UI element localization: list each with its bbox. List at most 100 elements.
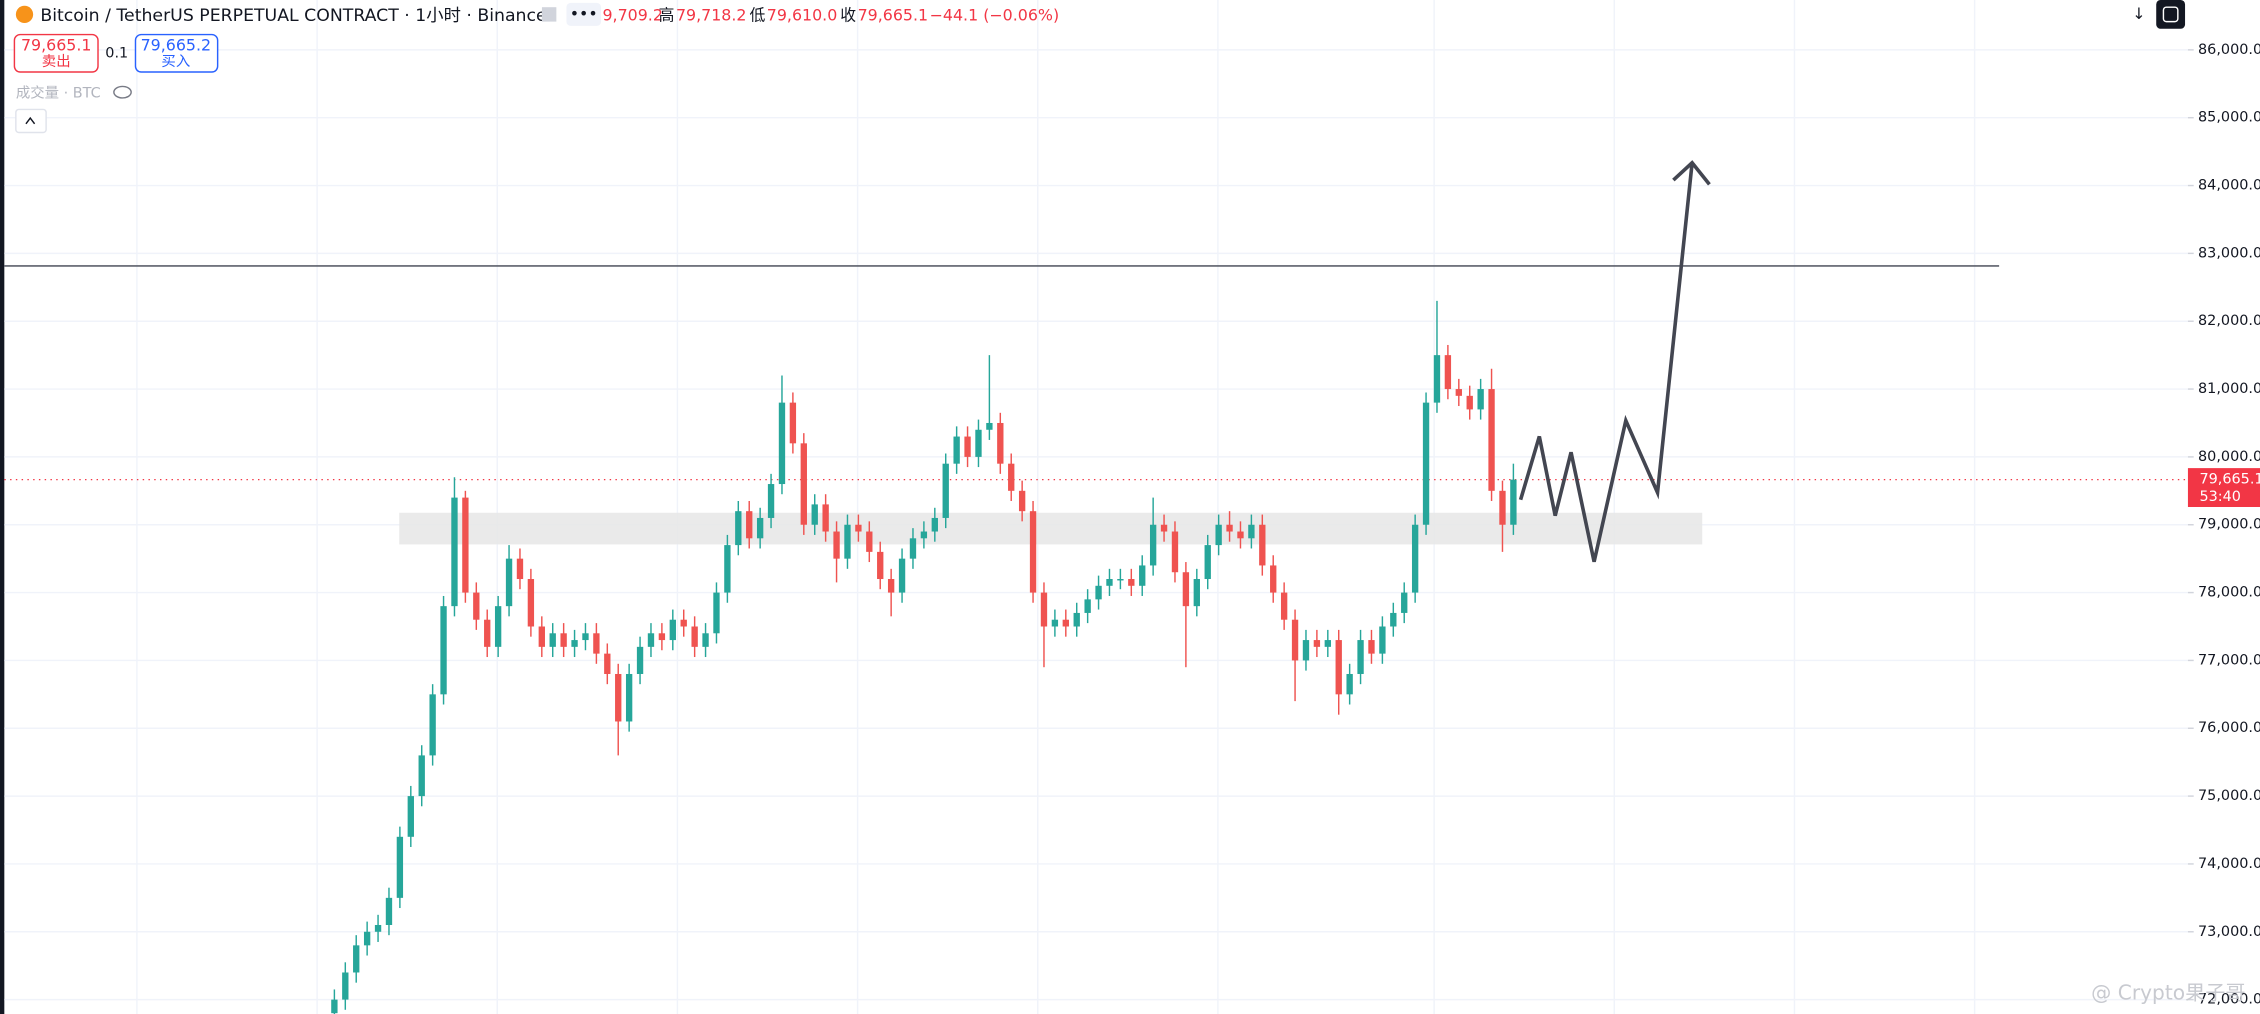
sell-button[interactable] (13, 33, 99, 73)
candle-body (342, 972, 349, 1000)
y-tick-label: 76,000.0 (2198, 720, 2260, 736)
quantity[interactable]: 0.1 (105, 45, 128, 61)
candle-body (877, 551, 884, 580)
y-tick-label: 83,000.0 (2198, 245, 2260, 261)
candle-body (571, 640, 578, 647)
candle-body (964, 436, 971, 457)
candle-body (527, 579, 535, 627)
candle-body (1040, 592, 1048, 627)
screen-icon[interactable] (2162, 6, 2179, 23)
buy-button[interactable] (134, 33, 219, 73)
candle-body (1368, 640, 1375, 654)
open-value: 9,709.2 (602, 5, 662, 24)
candle-body (636, 646, 644, 674)
candle-body (1029, 511, 1037, 593)
candle-body (1062, 619, 1069, 627)
candle-body (1204, 545, 1211, 580)
candle-body (1073, 612, 1080, 627)
candle-body (691, 626, 698, 647)
candle-body (1499, 490, 1506, 525)
candle-body (418, 755, 425, 797)
y-tick-label: 77,000.0 (2198, 652, 2260, 668)
download-icon[interactable]: ↓ (2132, 4, 2145, 23)
flag-icon[interactable] (541, 7, 557, 22)
candle-body (669, 619, 676, 641)
candle-body (473, 592, 480, 620)
candle-body (746, 511, 753, 539)
low-value: 79,610.0 (767, 5, 838, 24)
y-tick-label: 73,000.0 (2198, 924, 2260, 940)
candle-body (767, 484, 775, 518)
vertical-grid (136, 0, 1976, 1014)
candle-body (986, 422, 993, 430)
low-label: 低 (749, 5, 765, 24)
candle-body (1128, 579, 1135, 586)
more-button[interactable] (566, 2, 602, 26)
collapse-icon[interactable] (25, 116, 36, 125)
y-tick-label: 80,000.0 (2198, 449, 2260, 465)
candle-body (898, 558, 906, 593)
candle-body (1411, 524, 1419, 593)
coin-icon (15, 5, 34, 24)
candle-body (942, 463, 949, 518)
candle-body (1401, 592, 1408, 613)
change: −44.1 (−0.06%) (930, 5, 1059, 24)
candle-body (713, 592, 720, 634)
close-value: 79,665.1 (858, 5, 929, 24)
y-tick-label: 82,000.0 (2198, 313, 2260, 329)
candle-body (1291, 619, 1299, 661)
visibility-icon[interactable] (113, 85, 132, 99)
sell-label[interactable]: 卖出 (42, 53, 71, 70)
candle-body (1193, 579, 1200, 607)
y-tick-label: 81,000.0 (2198, 381, 2260, 397)
countdown: 53:40 (2199, 489, 2240, 505)
candle-body (374, 924, 382, 932)
candle-body (1510, 479, 1517, 525)
candle-body (953, 436, 960, 464)
candle-body (680, 619, 687, 627)
candle-body (1008, 463, 1015, 491)
candle-body (549, 633, 556, 647)
collapse-button[interactable] (15, 108, 47, 134)
candle-body (331, 999, 338, 1014)
candle-body (833, 531, 840, 559)
download-button[interactable] (2124, 1, 2154, 28)
candle-body (1477, 389, 1484, 410)
candle-body (1106, 579, 1113, 586)
support-zone (399, 512, 1703, 545)
candle-body (778, 402, 786, 485)
candle-body (1084, 599, 1091, 613)
candle-body (735, 511, 742, 546)
buy-price[interactable]: 79,665.2 (141, 36, 212, 55)
candle-body (604, 653, 611, 674)
more-dots[interactable]: ••• (570, 4, 598, 23)
candle-body (811, 504, 818, 525)
screen-button[interactable] (2156, 0, 2186, 29)
buy-label[interactable]: 买入 (161, 53, 190, 70)
close-label: 收 (840, 5, 856, 24)
candle-body (1270, 565, 1277, 593)
candle-body (625, 673, 633, 722)
candle-body (484, 619, 491, 647)
candle-body (407, 796, 414, 837)
volume-label: 成交量 · BTC (16, 84, 101, 102)
projection-arrowhead (1672, 160, 1711, 186)
candle-body (1149, 524, 1157, 566)
candle-body (1455, 389, 1462, 396)
candle-body (1302, 640, 1310, 661)
candle-body (353, 945, 360, 973)
candle-body (1139, 565, 1146, 586)
candle-body (1018, 490, 1026, 512)
candle-body (1422, 402, 1430, 525)
candle-body (800, 443, 807, 525)
candle-body (1117, 579, 1124, 581)
sell-price[interactable]: 79,665.1 (21, 36, 92, 55)
candle-body (1226, 524, 1233, 532)
watermark: @ Crypto果子哥 (2091, 980, 2245, 1004)
y-tick-label: 79,000.0 (2198, 517, 2260, 533)
y-tick-label: 75,000.0 (2198, 788, 2260, 804)
candle-body (1051, 619, 1059, 627)
candle-body (1095, 585, 1102, 600)
candle-body (1346, 673, 1353, 695)
